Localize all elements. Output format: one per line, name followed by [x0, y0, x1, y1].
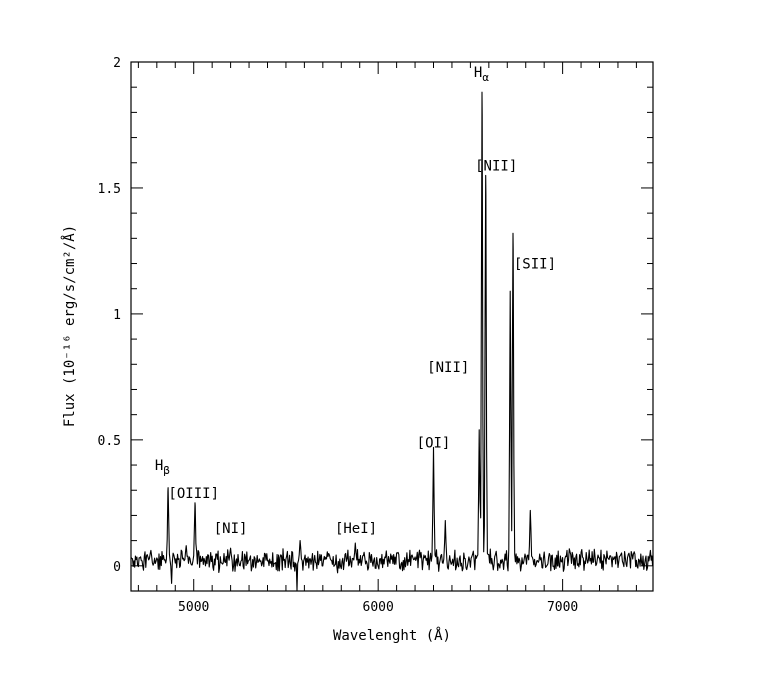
line-label: [NI] — [214, 521, 248, 537]
y-tick-label: 0.5 — [98, 434, 121, 449]
x-tick-label: 6000 — [363, 600, 394, 615]
spectrum-line — [130, 91, 654, 592]
y-tick-label: 0 — [113, 560, 121, 575]
tick-labels: 5000 6000 7000 0 0.5 1 1.5 2 — [98, 56, 579, 615]
series-layer — [130, 91, 654, 592]
line-label: [SII] — [514, 257, 556, 273]
y-tick-label: 1.5 — [98, 182, 121, 197]
line-annotations: Hβ [OIII] [NI] [HeI] [OI] [NII] Hα [NII] [SII] — [155, 65, 556, 537]
line-label: [NII] — [475, 158, 517, 174]
line-label: [OIII] — [168, 486, 219, 502]
x-tick-label: 7000 — [547, 600, 578, 615]
y-tick-label: 2 — [113, 56, 121, 71]
plot-frame — [130, 61, 654, 592]
line-label: [NII] — [427, 360, 469, 376]
line-label: [HeI] — [335, 521, 377, 537]
y-axis-label: Flux (10⁻¹⁶ erg/s/cm²/Å) — [61, 225, 78, 427]
line-label: Hβ — [155, 458, 170, 477]
x-tick-label: 5000 — [178, 600, 209, 615]
axis-ticks — [131, 61, 653, 592]
line-label: Hα — [474, 65, 489, 84]
y-tick-label: 1 — [113, 308, 121, 323]
x-axis-label: Wavelenght (Å) — [333, 627, 451, 644]
line-label: [OI] — [417, 435, 451, 451]
